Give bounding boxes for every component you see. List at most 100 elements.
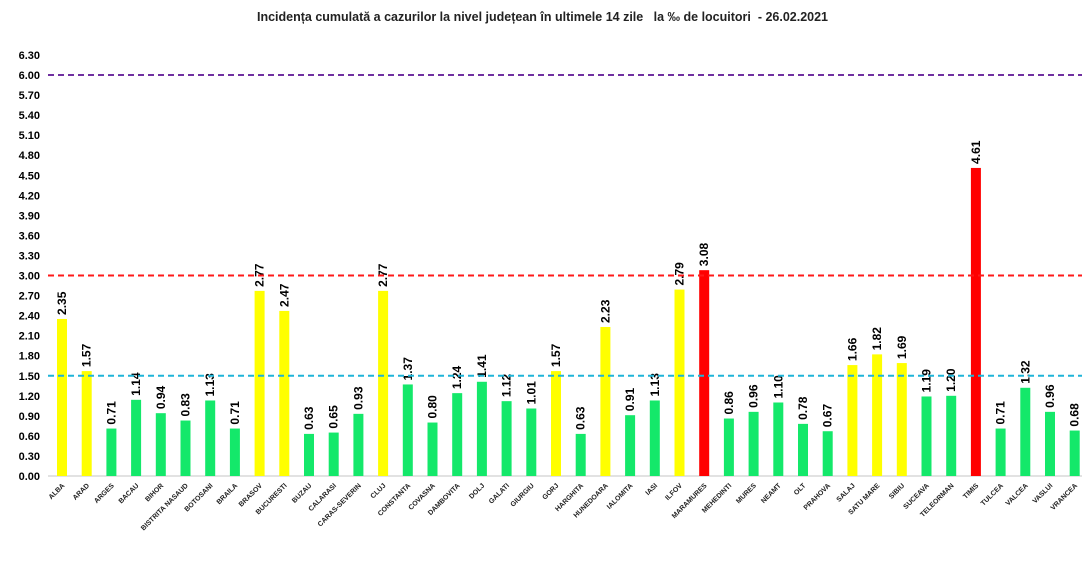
chart-title: Incidența cumulată a cazurilor la nivel … bbox=[256, 10, 829, 24]
x-tick-label: DOLJ bbox=[468, 482, 486, 500]
x-tick-label: GALATI bbox=[488, 482, 511, 505]
data-label: 1.19 bbox=[920, 369, 934, 393]
y-tick-label: 6.00 bbox=[19, 70, 40, 82]
x-tick-label: GIURGIU bbox=[510, 482, 536, 508]
data-label: 0.71 bbox=[228, 401, 242, 425]
x-tick-label: VALCEA bbox=[1005, 482, 1030, 507]
bar-buzau bbox=[304, 433, 314, 476]
y-tick-label: 0.60 bbox=[19, 431, 40, 443]
x-tick-label: CLUJ bbox=[370, 482, 388, 500]
data-label: 0.96 bbox=[1043, 384, 1057, 408]
x-tick-label: OLT bbox=[793, 482, 808, 497]
x-tick-label: VASLUI bbox=[1032, 482, 1055, 505]
data-label: 1.13 bbox=[648, 373, 662, 397]
bar-iasi bbox=[649, 400, 660, 476]
data-label: 1.82 bbox=[870, 327, 884, 351]
bar-bucuresti bbox=[279, 310, 290, 476]
x-tick-label: CARAS-SEVERIN bbox=[317, 482, 363, 528]
bar-bihor bbox=[155, 413, 166, 476]
data-label: 1.13 bbox=[203, 373, 217, 397]
bar-neamt bbox=[773, 402, 784, 476]
bar-giurgiu bbox=[526, 408, 537, 476]
x-tick-label: BACAU bbox=[118, 482, 141, 505]
data-label: 0.83 bbox=[179, 393, 193, 417]
bar-tulcea bbox=[995, 428, 1006, 476]
x-tick-label: NEAMT bbox=[760, 482, 783, 505]
data-label: 1.20 bbox=[944, 368, 958, 392]
bar-hunedoara bbox=[600, 326, 611, 476]
data-label: 0.71 bbox=[994, 401, 1008, 425]
data-label: 0.96 bbox=[747, 384, 761, 408]
bar-satu-mare bbox=[872, 354, 883, 476]
x-tick-label: TIMIS bbox=[962, 482, 980, 500]
bar-cluj bbox=[378, 290, 389, 476]
data-label: 0.91 bbox=[623, 388, 637, 412]
bar-alba bbox=[57, 318, 67, 476]
x-tick-label: SIBIU bbox=[888, 482, 906, 500]
bar-braila bbox=[229, 428, 240, 476]
x-tick-label: ILFOV bbox=[664, 482, 684, 502]
bar-suceava bbox=[921, 396, 932, 476]
x-tick-label: GORJ bbox=[541, 482, 560, 501]
bar-arges bbox=[106, 428, 117, 476]
bar-caras-severin bbox=[353, 413, 364, 476]
bar-ialomita bbox=[625, 415, 636, 476]
y-tick-label: 4.20 bbox=[19, 190, 40, 202]
bar-teleorman bbox=[946, 395, 957, 476]
bar-constanta bbox=[402, 384, 413, 476]
x-tick-label: ARAD bbox=[72, 482, 91, 501]
bar-timis bbox=[970, 167, 981, 476]
y-tick-label: 2.10 bbox=[19, 331, 40, 343]
bar-harghita bbox=[575, 433, 586, 476]
bar-prahova bbox=[822, 431, 833, 476]
y-tick-label: 5.40 bbox=[19, 110, 40, 122]
x-tick-label: BISTRITA NASAUD bbox=[140, 482, 190, 532]
data-label: 3.08 bbox=[697, 242, 711, 266]
bar-botosani bbox=[205, 400, 216, 476]
y-tick-label: 5.10 bbox=[19, 130, 40, 142]
data-label: 1.12 bbox=[500, 373, 514, 397]
data-label: 0.93 bbox=[351, 386, 365, 410]
bar-arad bbox=[81, 371, 92, 476]
bar-galati bbox=[501, 401, 512, 476]
x-tick-label: BRAILA bbox=[216, 482, 240, 506]
bar-salaj bbox=[847, 365, 858, 476]
bar-dolj bbox=[476, 381, 487, 476]
bar-gorj bbox=[551, 371, 561, 476]
data-label: 4.61 bbox=[969, 140, 983, 164]
data-label: 1.32 bbox=[1018, 360, 1032, 384]
bar-covasna bbox=[427, 422, 438, 476]
x-tick-label: TULCEA bbox=[980, 482, 1005, 507]
data-label: 1.10 bbox=[771, 375, 785, 399]
data-label: 1.24 bbox=[450, 365, 464, 389]
bar-sibiu bbox=[896, 363, 907, 476]
data-label: 0.94 bbox=[154, 386, 168, 410]
data-label: 0.67 bbox=[821, 404, 835, 428]
bar-calarasi bbox=[328, 432, 339, 476]
data-label: 2.23 bbox=[598, 299, 612, 323]
bar-vrancea bbox=[1069, 430, 1080, 476]
bar-ilfov bbox=[674, 289, 685, 476]
y-tick-label: 1.50 bbox=[19, 371, 40, 383]
data-label: 0.80 bbox=[426, 395, 440, 419]
data-label: 0.63 bbox=[302, 406, 316, 430]
data-label: 0.63 bbox=[574, 406, 588, 430]
y-tick-label: 3.30 bbox=[19, 250, 40, 262]
data-label: 1.37 bbox=[401, 357, 415, 381]
data-label: 2.79 bbox=[673, 262, 687, 286]
y-tick-label: 2.70 bbox=[19, 291, 40, 303]
data-label: 0.86 bbox=[722, 391, 736, 415]
x-tick-label: PRAHOVA bbox=[803, 482, 832, 511]
bar-maramures bbox=[699, 270, 710, 476]
x-tick-label: IASI bbox=[645, 482, 660, 497]
data-label: 2.47 bbox=[277, 283, 291, 307]
y-tick-label: 1.20 bbox=[19, 391, 40, 403]
bar-brasov bbox=[254, 290, 265, 476]
data-label: 0.65 bbox=[327, 405, 341, 429]
y-tick-label: 6.30 bbox=[19, 50, 40, 62]
data-label: 0.71 bbox=[104, 401, 118, 425]
y-tick-label: 1.80 bbox=[19, 351, 40, 363]
y-tick-label: 3.60 bbox=[19, 230, 40, 242]
